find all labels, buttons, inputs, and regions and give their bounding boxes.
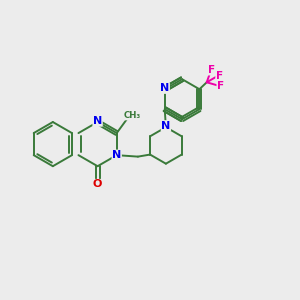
Text: F: F bbox=[216, 71, 223, 81]
Text: F: F bbox=[217, 81, 224, 91]
Text: N: N bbox=[161, 121, 170, 131]
Text: F: F bbox=[208, 65, 215, 75]
Text: N: N bbox=[112, 150, 121, 160]
Text: N: N bbox=[160, 83, 170, 93]
Text: CH₃: CH₃ bbox=[124, 111, 141, 120]
Text: N: N bbox=[93, 116, 102, 126]
Text: O: O bbox=[93, 179, 102, 190]
